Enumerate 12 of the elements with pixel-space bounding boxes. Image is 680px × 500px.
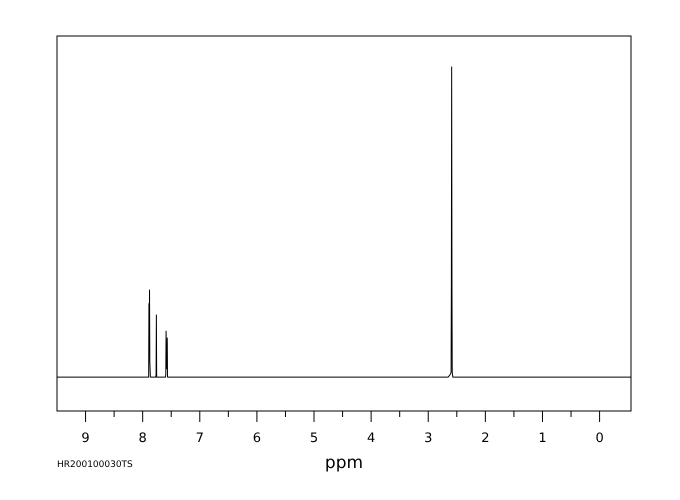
x-tick-label: 3	[424, 431, 432, 446]
x-tick-label: 9	[81, 431, 90, 446]
text: HR200100030TS	[57, 460, 134, 470]
x-tick-label: 2	[481, 431, 490, 446]
x-tick-label: 6	[252, 431, 262, 446]
x-axis-title: ppm	[324, 453, 364, 473]
x-tick-label: 8	[138, 431, 147, 446]
x-tick-label: 0	[595, 431, 604, 446]
x-tick-label: 7	[196, 431, 204, 446]
x-tick-label: 4	[366, 431, 376, 446]
x-tick-label: 1	[538, 431, 547, 446]
x-tick-label: 5	[310, 431, 318, 446]
